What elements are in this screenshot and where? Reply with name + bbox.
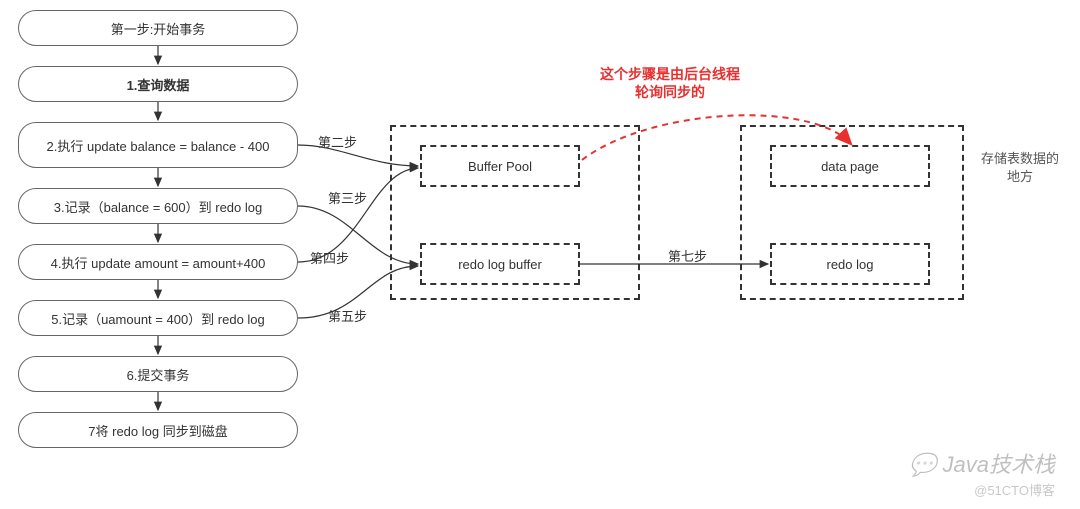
label-step7: 第七步 — [668, 246, 707, 265]
box-buffer-pool: Buffer Pool — [420, 145, 580, 187]
box-label: redo log buffer — [458, 257, 542, 272]
node-label: 4.执行 update amount = amount+400 — [51, 253, 266, 272]
annotation-storage: 存储表数据的 地方 — [975, 150, 1065, 186]
node-step1: 第一步:开始事务 — [18, 10, 298, 46]
label-step3: 第三步 — [328, 188, 367, 207]
node-label: 3.记录（balance = 600）到 redo log — [54, 197, 262, 216]
node-label: 5.记录（uamount = 400）到 redo log — [51, 309, 265, 328]
node-update-balance: 2.执行 update balance = balance - 400 — [18, 122, 298, 168]
node-label: 第一步:开始事务 — [111, 19, 206, 38]
node-label: 2.执行 update balance = balance - 400 — [47, 136, 270, 155]
box-redo-buffer: redo log buffer — [420, 243, 580, 285]
node-update-amount: 4.执行 update amount = amount+400 — [18, 244, 298, 280]
box-label: Buffer Pool — [468, 159, 532, 174]
node-query: 1.查询数据 — [18, 66, 298, 102]
box-redo-log: redo log — [770, 243, 930, 285]
node-record-amount: 5.记录（uamount = 400）到 redo log — [18, 300, 298, 336]
node-label: 7将 redo log 同步到磁盘 — [88, 421, 227, 440]
node-commit: 6.提交事务 — [18, 356, 298, 392]
watermark-site: @51CTO博客 — [974, 480, 1055, 499]
annotation-red: 这个步骤是由后台线程 轮询同步的 — [560, 65, 780, 101]
node-record-balance: 3.记录（balance = 600）到 redo log — [18, 188, 298, 224]
node-label: 1.查询数据 — [127, 75, 190, 94]
label-step5: 第五步 — [328, 306, 367, 325]
box-data-page: data page — [770, 145, 930, 187]
label-step2: 第二步 — [318, 132, 357, 151]
box-label: redo log — [827, 257, 874, 272]
box-label: data page — [821, 159, 879, 174]
node-label: 6.提交事务 — [127, 365, 190, 384]
watermark-brand: 💬 Java技术栈 — [909, 447, 1055, 479]
node-sync-disk: 7将 redo log 同步到磁盘 — [18, 412, 298, 448]
label-step4: 第四步 — [310, 248, 349, 267]
